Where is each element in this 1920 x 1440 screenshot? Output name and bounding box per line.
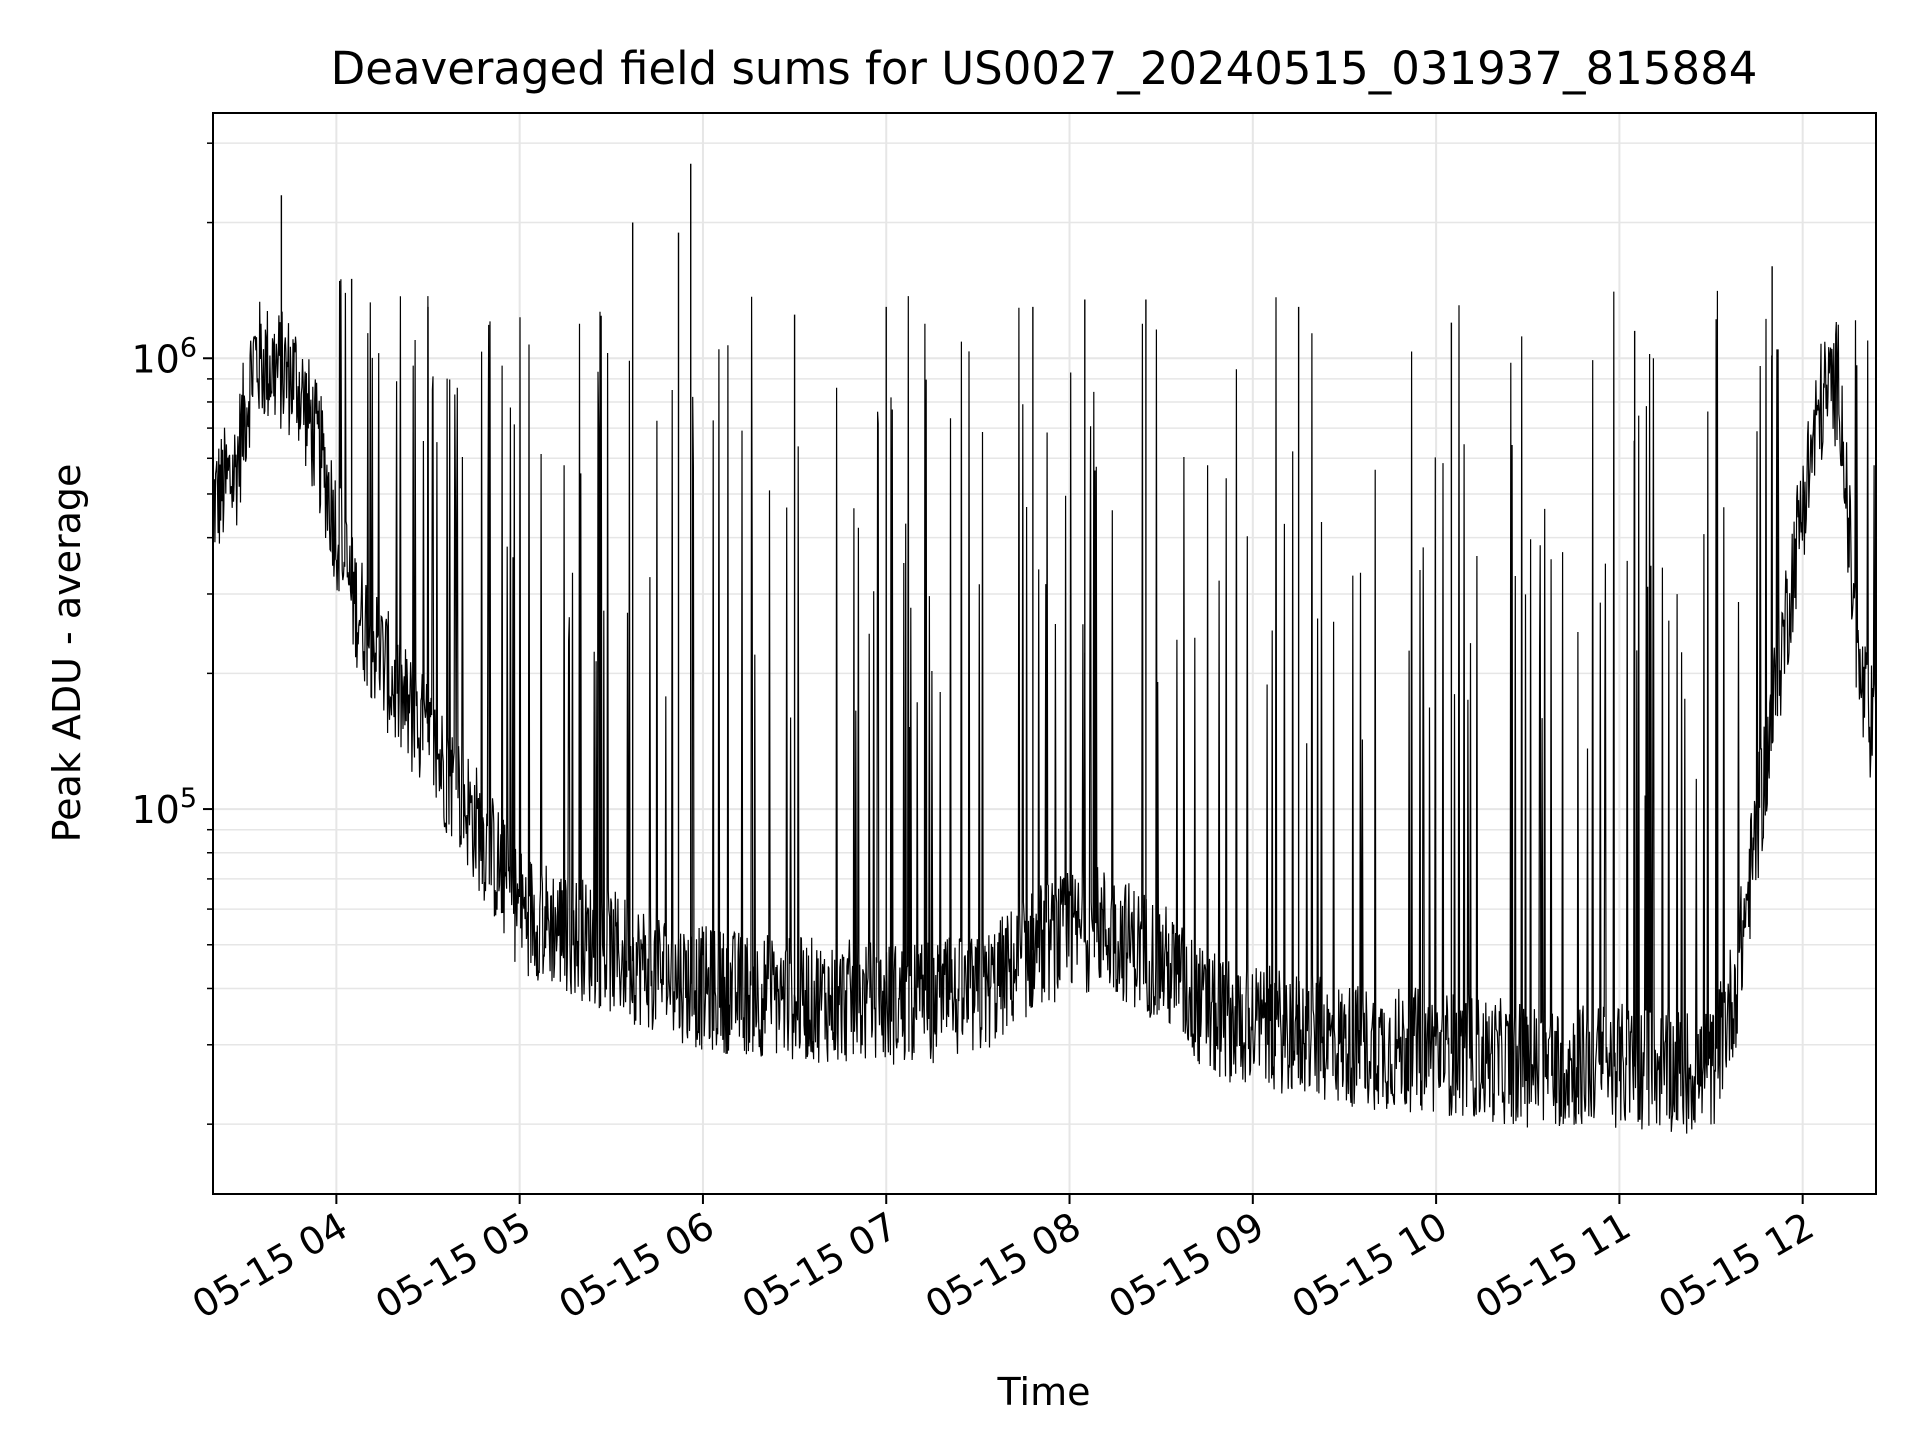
y-tick-label: 106 (131, 332, 197, 381)
chart-title: Deaveraged field sums for US0027_2024051… (331, 42, 1758, 95)
y-tick-exponent: 5 (180, 783, 197, 814)
y-tick-base: 10 (131, 337, 179, 381)
y-axis-label: Peak ADU - average (45, 464, 89, 843)
y-tick-base: 10 (131, 788, 179, 832)
x-axis-label: Time (997, 1370, 1091, 1414)
y-tick-exponent: 6 (180, 332, 197, 363)
y-tick-label: 105 (131, 783, 197, 832)
series-line (212, 279, 1877, 1134)
plot-frame (212, 112, 1877, 1195)
data-series (212, 163, 1877, 1134)
